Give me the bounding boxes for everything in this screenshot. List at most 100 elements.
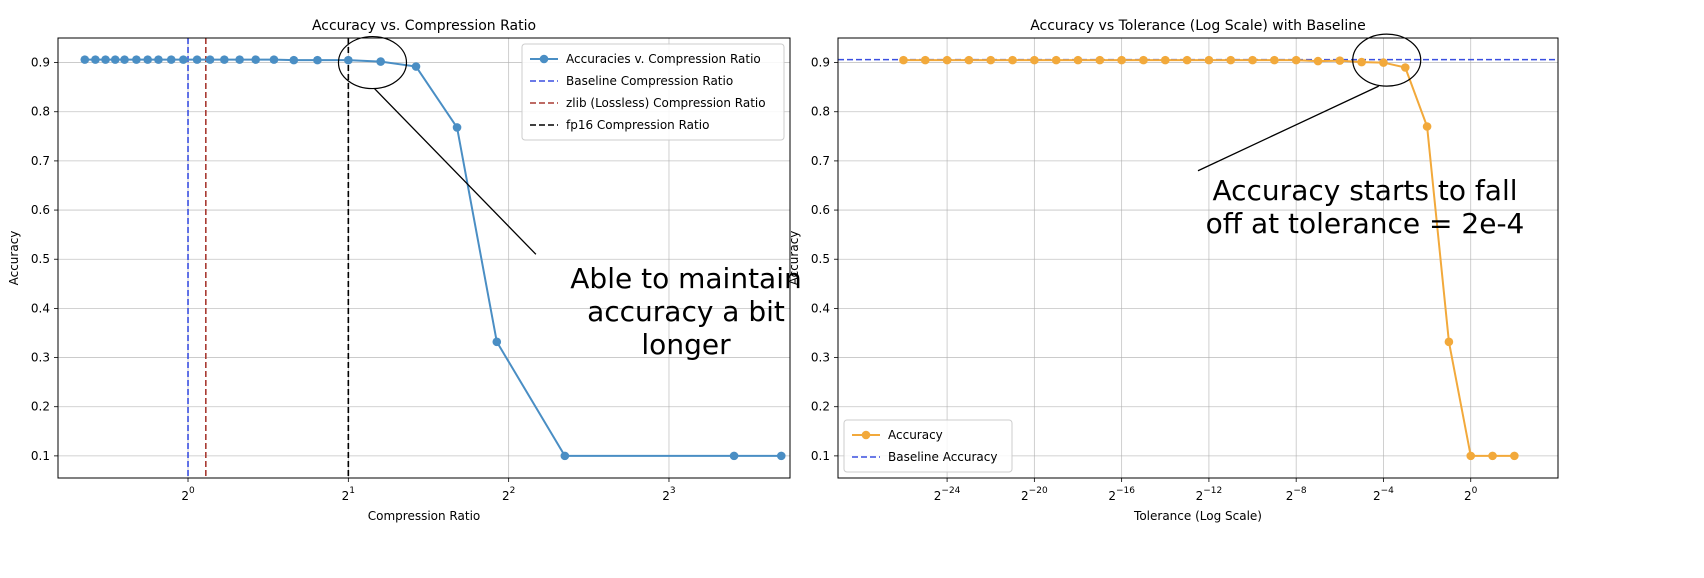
data-point — [411, 62, 421, 71]
annotation-text: longer — [641, 328, 731, 361]
data-point — [1400, 63, 1410, 72]
x-tick-label: 2−20 — [1021, 486, 1048, 503]
legend-marker — [861, 430, 871, 440]
data-point — [1270, 55, 1279, 65]
data-point — [235, 55, 244, 64]
legend-marker — [539, 54, 549, 64]
legend-entry: Baseline Accuracy — [888, 450, 997, 464]
legend-entry: Accuracies v. Compression Ratio — [566, 52, 761, 66]
data-point — [101, 55, 110, 64]
data-point — [1422, 122, 1432, 131]
y-tick-label: 0.8 — [811, 105, 830, 119]
annotation-arrow — [1197, 85, 1380, 172]
y-tick-label: 0.4 — [811, 301, 830, 315]
data-point — [220, 55, 229, 64]
x-tick-label: 20 — [181, 486, 195, 503]
legend-entry: Baseline Compression Ratio — [566, 74, 733, 88]
data-point — [91, 55, 100, 64]
data-point — [964, 55, 974, 65]
y-tick-label: 0.2 — [811, 400, 830, 414]
data-point — [776, 451, 786, 461]
y-tick-label: 0.5 — [811, 252, 830, 266]
data-point — [166, 55, 176, 64]
y-tick-label: 0.3 — [31, 351, 50, 365]
x-tick-label: 21 — [342, 486, 355, 503]
annotation-circle — [1352, 33, 1422, 87]
y-tick-label: 0.8 — [31, 105, 50, 119]
y-tick-label: 0.3 — [811, 351, 830, 365]
data-point — [1335, 56, 1345, 65]
data-point — [920, 55, 930, 65]
data-point — [1160, 55, 1170, 65]
x-axis-label: Tolerance (Log Scale) — [1133, 509, 1262, 523]
data-point — [452, 123, 462, 132]
data-point — [1379, 58, 1388, 67]
data-point — [899, 55, 908, 65]
data-point — [344, 55, 353, 65]
data-point — [1291, 55, 1301, 65]
data-point — [560, 451, 570, 461]
data-point — [1139, 55, 1148, 65]
data-point — [1444, 337, 1454, 347]
data-point — [1510, 451, 1519, 461]
data-point — [120, 55, 129, 64]
data-point — [179, 55, 188, 64]
x-axis-label: Compression Ratio — [368, 509, 481, 523]
data-point — [251, 55, 261, 64]
data-point — [492, 337, 502, 347]
data-point — [205, 55, 215, 64]
legend-entry: Accuracy — [888, 428, 943, 442]
data-point — [192, 55, 202, 64]
data-point — [80, 55, 90, 64]
legend-box — [521, 43, 785, 141]
x-tick-label: 20 — [1464, 486, 1478, 503]
annotation-text: Able to maintain — [570, 262, 801, 295]
data-point — [1204, 55, 1214, 65]
data-point — [729, 451, 739, 461]
annotation-text: off at tolerance = 2e-4 — [1206, 207, 1525, 240]
legend-box — [843, 419, 1013, 473]
data-point — [1488, 451, 1497, 461]
data-point — [376, 57, 385, 66]
data-point — [154, 55, 163, 64]
y-tick-label: 0.4 — [31, 301, 50, 315]
y-axis-label: Accuracy — [787, 231, 801, 286]
legend-entry: zlib (Lossless) Compression Ratio — [566, 96, 766, 110]
annotation-arrow — [374, 88, 537, 255]
legend: Accuracies v. Compression Ratio Baseline … — [521, 43, 785, 141]
data-point — [1466, 451, 1476, 461]
y-tick-label: 0.6 — [811, 203, 830, 217]
x-tick-label: 2−24 — [934, 486, 961, 503]
y-tick-label: 0.9 — [811, 56, 830, 70]
data-point — [942, 55, 952, 65]
data-point — [132, 55, 141, 64]
data-point — [1226, 55, 1236, 65]
x-tick-label: 22 — [502, 486, 515, 503]
legend-entry: fp16 Compression Ratio — [566, 118, 709, 132]
chart-title: Accuracy vs Tolerance (Log Scale) with B… — [1030, 18, 1366, 34]
data-point — [1073, 55, 1083, 65]
y-tick-label: 0.2 — [31, 400, 50, 414]
y-tick-label: 0.5 — [31, 252, 50, 266]
x-tick-label: 2−8 — [1286, 486, 1307, 503]
chart-title: Accuracy vs. Compression Ratio — [312, 18, 536, 34]
chart-2: 0.1 0.2 0.3 0.4 0.5 0.6 0.7 0.8 0.9 2−24 2−20 2−16 2… — [787, 18, 1559, 523]
axes-frame — [837, 37, 1559, 479]
x-tick-label: 23 — [662, 486, 675, 503]
data-point — [313, 55, 322, 65]
axes-frame — [57, 37, 791, 479]
y-tick-label: 0.1 — [31, 449, 50, 463]
x-tick-label: 2−16 — [1108, 486, 1135, 503]
x-tick-label: 2−4 — [1373, 486, 1394, 503]
y-tick-label: 0.1 — [811, 449, 830, 463]
data-point — [110, 55, 120, 64]
data-point — [143, 55, 152, 64]
annotation-text: Accuracy starts to fall — [1212, 174, 1517, 207]
data-point — [269, 55, 279, 64]
chart-1: 0.1 0.2 0.3 0.4 0.5 0.6 0.7 0.8 0.9 20 21 22 23 Accur… — [7, 18, 802, 523]
y-tick-label: 0.7 — [811, 154, 830, 168]
